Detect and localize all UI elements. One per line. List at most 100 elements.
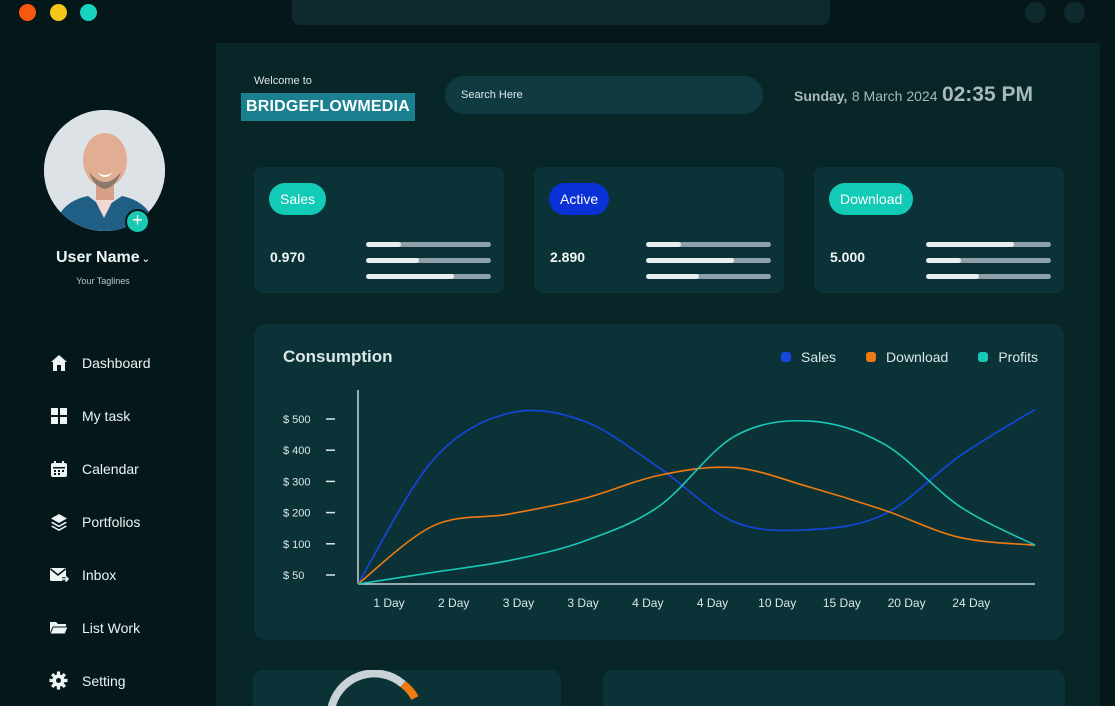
progress-bar (646, 274, 771, 279)
grid-icon (48, 405, 69, 426)
avatar-image (44, 110, 165, 231)
chart-title: Consumption (283, 347, 393, 366)
stat-card-active[interactable]: Active 2.890 (534, 167, 784, 293)
legend-item-download[interactable]: Download (866, 349, 948, 365)
progress-fill (926, 274, 979, 279)
y-tick-label: $ 100 (283, 539, 311, 551)
user-tagline: Your Taglines (76, 276, 130, 286)
sidebar-item-label: Dashboard (82, 354, 151, 371)
stat-value: 0.970 (270, 249, 306, 265)
legend-label: Profits (998, 349, 1038, 365)
y-tick-label: $ 300 (283, 476, 311, 488)
sidebar-item-label: Calendar (82, 460, 139, 477)
progress-fill (646, 274, 699, 279)
y-tick-label: $ 500 (283, 414, 311, 426)
sidebar-item-inbox[interactable]: Inbox (48, 548, 151, 601)
sidebar-item-calendar[interactable]: Calendar (48, 442, 151, 495)
x-tick-label: 10 Day (758, 596, 796, 610)
layers-icon (48, 511, 69, 532)
progress-bar (366, 258, 491, 263)
legend-dot (781, 352, 792, 362)
y-tick-label: $ 400 (283, 445, 311, 457)
consumption-chart-card: $ 500 $ 400 $ 300 $ 200 $ 100 $ 50 1 Day 2 Day 3… (254, 324, 1064, 640)
chart-legend: Sales Download Profits (751, 349, 1038, 365)
bottom-card-left (253, 670, 561, 706)
stat-bars (926, 242, 1051, 290)
current-date: 8 March 2024 (851, 88, 938, 104)
progress-bar (646, 242, 771, 247)
sidebar-item-my-task[interactable]: My task (48, 389, 151, 442)
x-tick-label: 20 Day (888, 596, 926, 610)
mail-icon (48, 564, 69, 585)
progress-fill (646, 258, 734, 263)
current-day: Sunday, (794, 88, 848, 104)
add-photo-button[interactable]: + (125, 209, 150, 234)
main-panel: Welcome to BRIDGEFLOWMEDIA Sunday, 8 Mar… (216, 43, 1100, 706)
sidebar-item-dashboard[interactable]: Dashboard (48, 336, 151, 389)
sidebar-item-portfolios[interactable]: Portfolios (48, 495, 151, 548)
consumption-chart: $ 500 $ 400 $ 300 $ 200 $ 100 $ 50 1 Day 2 Day 3… (283, 390, 1036, 610)
stat-bars (646, 242, 771, 290)
current-time: 02:35 PM (941, 83, 1033, 106)
window-close-dot[interactable] (19, 4, 36, 21)
welcome-text: Welcome to (254, 75, 312, 87)
profits-line (357, 419, 1036, 585)
x-tick-label: 2 Day (438, 596, 469, 610)
progress-bar (926, 274, 1051, 279)
date-time: Sunday, 8 March 2024 02:35 PM (794, 83, 1033, 107)
user-name[interactable]: User Name ⌄ (56, 249, 150, 266)
legend-label: Download (886, 349, 949, 365)
x-tick-label: 3 Day (567, 596, 598, 610)
sidebar-item-label: Inbox (82, 566, 117, 583)
brand-logo[interactable]: BRIDGEFLOWMEDIA (241, 93, 415, 121)
window-control-right[interactable] (1064, 2, 1085, 23)
folder-icon (48, 617, 69, 638)
progress-fill (366, 274, 454, 279)
sidebar-item-list-work[interactable]: List Work (48, 601, 151, 654)
stat-card-download[interactable]: Download 5.000 (814, 167, 1064, 293)
gear-icon (48, 670, 69, 691)
sales-badge[interactable]: Sales (269, 183, 327, 215)
y-tick-label: $ 50 (283, 570, 304, 582)
legend-label: Sales (801, 349, 837, 365)
progress-bar (366, 242, 491, 247)
stat-bars (366, 242, 491, 290)
avatar[interactable] (44, 110, 165, 231)
x-tick-label: 24 Day (952, 596, 990, 610)
sidebar-item-label: Setting (82, 672, 126, 689)
sidebar-item-label: List Work (82, 619, 141, 636)
sidebar-item-label: My task (82, 407, 131, 424)
progress-fill (646, 242, 681, 247)
progress-fill (366, 258, 419, 263)
stat-value: 5.000 (830, 249, 866, 265)
sidebar-item-setting[interactable]: Setting (48, 654, 151, 706)
progress-fill (926, 258, 961, 263)
search-input[interactable] (445, 76, 763, 114)
download-badge[interactable]: Download (829, 183, 914, 215)
x-tick-label: 4 Day (632, 596, 663, 610)
progress-bar (646, 258, 771, 263)
x-tick-label: 4 Day (697, 596, 728, 610)
x-tick-label: 15 Day (823, 596, 861, 610)
calendar-icon (48, 458, 69, 479)
chevron-down-icon[interactable]: ⌄ (141, 254, 150, 265)
sidebar: + User Name ⌄ Your Taglines Dashboard My … (0, 40, 216, 706)
window-minimize-dot[interactable] (50, 4, 67, 21)
legend-item-sales[interactable]: Sales (781, 349, 836, 365)
home-icon (48, 352, 69, 373)
progress-fill (926, 242, 1014, 247)
window-title-bar (292, 0, 830, 25)
legend-item-profits[interactable]: Profits (978, 349, 1038, 365)
legend-dot (866, 352, 877, 362)
stat-card-sales[interactable]: Sales 0.970 (254, 167, 504, 293)
sidebar-nav: Dashboard My task Calendar Portfolios In… (48, 336, 151, 706)
active-badge[interactable]: Active (549, 183, 610, 215)
window-maximize-dot[interactable] (80, 4, 97, 21)
donut-chart-partial (327, 670, 419, 706)
x-tick-label: 1 Day (373, 596, 404, 610)
window-control-left[interactable] (1025, 2, 1046, 23)
progress-bar (926, 258, 1051, 263)
sidebar-item-label: Portfolios (82, 513, 141, 530)
y-tick-label: $ 200 (283, 508, 311, 520)
stat-value: 2.890 (550, 249, 586, 265)
